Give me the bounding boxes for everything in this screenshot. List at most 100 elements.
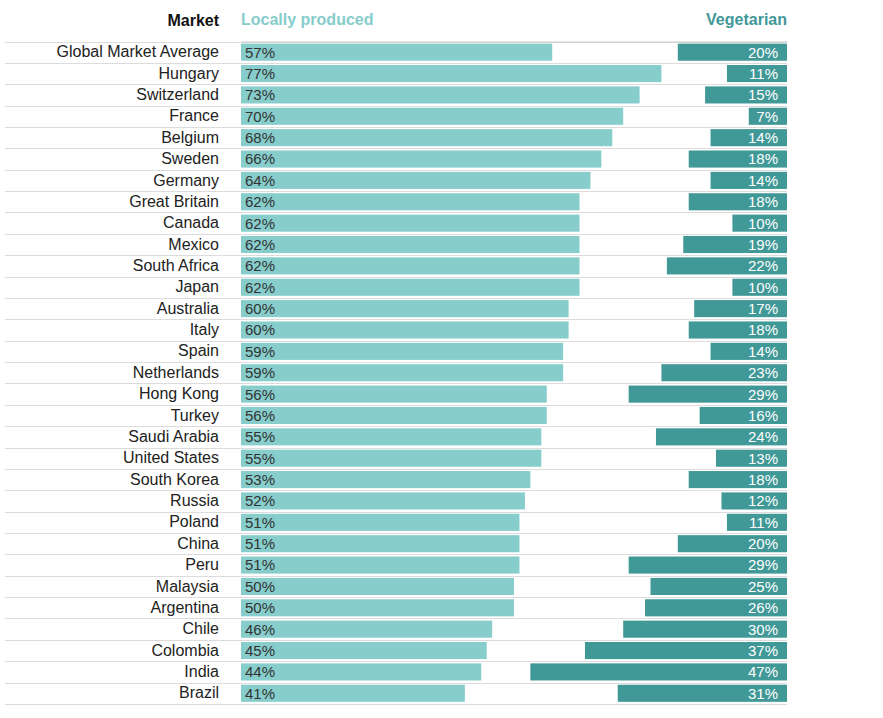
x-axis — [242, 42, 788, 43]
data-label: 70% — [245, 108, 275, 125]
tick: Canada — [163, 214, 241, 231]
data-label: 31% — [748, 685, 778, 702]
tick: Malaysia — [156, 578, 241, 595]
row-separators — [5, 43, 787, 705]
row-separator — [5, 212, 787, 213]
tick: Hungary — [159, 65, 241, 82]
data-label: 11% — [749, 65, 778, 82]
bar — [727, 65, 787, 82]
bar — [241, 193, 580, 210]
bar — [645, 599, 787, 616]
data-label: 52% — [245, 492, 275, 509]
bar — [694, 300, 787, 317]
tick: Germany — [153, 172, 241, 189]
row-separator — [5, 63, 787, 64]
row-separator — [5, 319, 787, 320]
category-label: Argentina — [151, 599, 220, 616]
row-separator — [5, 191, 787, 192]
bar — [629, 557, 787, 574]
data-label: 20% — [748, 44, 778, 61]
row-separator — [5, 148, 787, 149]
data-label: 29% — [748, 386, 778, 403]
data-label: 77% — [245, 65, 275, 82]
data-label: 16% — [748, 407, 778, 424]
data-label: 73% — [245, 86, 275, 103]
bar — [241, 557, 519, 574]
bar — [241, 407, 547, 424]
bar — [241, 450, 541, 467]
data-label: 57% — [245, 44, 275, 61]
category-label: Spain — [178, 342, 219, 359]
data-label: 53% — [245, 471, 275, 488]
category-label: Mexico — [168, 236, 219, 253]
row-separator — [5, 405, 787, 406]
data-label: 51% — [245, 535, 275, 552]
row-separator — [5, 170, 787, 171]
row-separator — [5, 383, 787, 384]
category-label: Chile — [183, 620, 220, 637]
bar — [241, 578, 514, 595]
series-header: Vegetarian — [706, 11, 787, 28]
bar — [711, 129, 787, 146]
tick: India — [184, 663, 241, 680]
tick: Sweden — [161, 150, 241, 167]
row-separator — [5, 234, 787, 235]
data-label: 56% — [245, 407, 275, 424]
bar — [732, 279, 787, 296]
category-label: United States — [123, 449, 219, 466]
bar — [241, 321, 569, 338]
row-separator — [5, 490, 787, 491]
tick: Spain — [178, 342, 241, 359]
data-label: 18% — [748, 193, 778, 210]
bar — [241, 215, 580, 232]
tick: Turkey — [171, 407, 241, 424]
axis-title: Market — [167, 12, 219, 29]
row-separator — [5, 127, 787, 128]
category-label: Netherlands — [133, 364, 219, 381]
bar — [727, 514, 787, 531]
data-label: 50% — [245, 599, 275, 616]
bar — [241, 599, 514, 616]
data-label: 29% — [748, 556, 778, 573]
row-separator — [5, 84, 787, 85]
tick: Argentina — [151, 599, 242, 616]
data-label: 18% — [748, 150, 778, 167]
data-label: 18% — [748, 471, 778, 488]
data-label: 62% — [245, 215, 275, 232]
category-label: South Korea — [130, 471, 219, 488]
data-label: 55% — [245, 450, 275, 467]
data-label: 14% — [748, 129, 778, 146]
bar — [689, 321, 787, 338]
row-separator — [5, 576, 787, 577]
bar — [241, 343, 563, 360]
data-label: 18% — [748, 321, 778, 338]
bar — [241, 364, 563, 381]
tick: Netherlands — [133, 364, 241, 381]
bar — [241, 642, 487, 659]
row-separator — [5, 640, 787, 641]
bar — [700, 407, 787, 424]
row-separator — [5, 341, 787, 342]
row-separator — [5, 426, 787, 427]
category-label: Hong Kong — [139, 385, 219, 402]
bar — [241, 492, 525, 509]
bar — [241, 257, 580, 274]
data-label: 59% — [245, 343, 275, 360]
row-separator — [5, 618, 787, 619]
bar — [241, 65, 661, 82]
data-label: 11% — [749, 514, 778, 531]
tick: Peru — [185, 556, 241, 573]
data-label: 37% — [748, 642, 778, 659]
bar — [623, 621, 787, 638]
data-label: 51% — [245, 514, 275, 531]
data-label: 66% — [245, 150, 275, 167]
data-label: 10% — [748, 215, 778, 232]
bar — [678, 535, 787, 552]
bar — [683, 236, 787, 253]
bar — [661, 364, 787, 381]
data-label: 22% — [748, 257, 778, 274]
data-label: 62% — [245, 279, 275, 296]
bar — [241, 300, 569, 317]
bar — [689, 471, 787, 488]
tick: China — [177, 535, 241, 552]
